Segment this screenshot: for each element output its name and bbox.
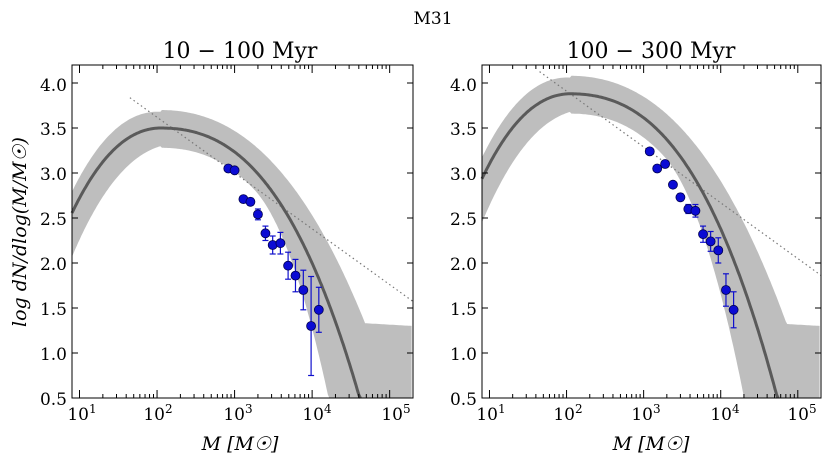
data-point (283, 260, 294, 271)
data-point (675, 192, 686, 203)
model-curve (70, 126, 362, 399)
xtick-label: 101 (67, 402, 96, 425)
data-point (290, 270, 301, 281)
data-point (260, 228, 271, 239)
ytick-label: 1.5 (450, 300, 477, 320)
data-point (668, 179, 678, 190)
ytick-label: 4.0 (40, 76, 67, 96)
xtick-label: 103 (631, 402, 660, 425)
panel-right: 0.5 1.0 1.5 2.0 2.5 3.0 3.5 4.0 101 102 … (450, 39, 822, 455)
ytick-label: 3.0 (450, 165, 477, 185)
data-point (713, 245, 724, 256)
xtick-label: 105 (381, 402, 410, 425)
panel-left-points (223, 163, 324, 377)
panel-right-ticks (482, 65, 822, 399)
ytick-label: 4.0 (450, 76, 477, 96)
panel-left-ylabel: log dN/dlog(M/M☉) (9, 137, 31, 327)
xtick-label: 104 (302, 402, 332, 425)
data-point (253, 209, 263, 220)
data-point (275, 238, 286, 249)
data-point (698, 229, 708, 240)
panel-right-ytick-labels: 0.5 1.0 1.5 2.0 2.5 3.0 3.5 4.0 (450, 76, 477, 410)
ytick-label: 1.0 (450, 345, 477, 365)
data-point (306, 321, 316, 331)
data-point (721, 285, 731, 295)
xtick-label: 105 (787, 402, 816, 425)
uncertainty-band (72, 110, 412, 398)
ytick-label: 3.0 (40, 165, 67, 185)
panel-left-ticks (72, 65, 414, 399)
xtick-label: 101 (476, 402, 505, 425)
panel-left-frame (71, 64, 414, 399)
ytick-label: 2.5 (40, 210, 67, 230)
ytick-label: 2.0 (450, 255, 477, 275)
ytick-label: 1.0 (40, 345, 67, 365)
data-point (313, 304, 324, 315)
ytick-label: 3.5 (40, 120, 67, 140)
panel-right-title: 100 − 300 Myr (567, 39, 736, 64)
ytick-label: 1.5 (40, 300, 67, 320)
panel-right-frame (481, 64, 822, 399)
ytick-label: 0.5 (40, 390, 67, 410)
panel-left-band (72, 110, 412, 398)
ytick-label: 2.5 (450, 210, 477, 230)
panel-left-ytick-labels: 0.5 1.0 1.5 2.0 2.5 3.0 3.5 4.0 (40, 76, 67, 410)
panel-right-points (644, 146, 739, 329)
panel-left-title: 10 − 100 Myr (163, 39, 318, 64)
panel-right-xlabel: M [M☉] (612, 433, 690, 455)
xtick-label: 102 (143, 402, 172, 425)
model-curve (480, 92, 780, 399)
figure-title: M31 (413, 9, 452, 29)
uncertainty-band (482, 75, 820, 399)
data-point (690, 205, 701, 216)
ytick-label: 0.5 (450, 390, 477, 410)
panel-left-xlabel: M [M☉] (201, 433, 279, 455)
data-point (660, 159, 671, 169)
data-point (298, 285, 309, 295)
xtick-label: 104 (710, 402, 740, 425)
panel-right-lines (480, 71, 822, 399)
xtick-label: 103 (223, 402, 252, 425)
ytick-label: 3.5 (450, 120, 477, 140)
panel-left-lines (70, 97, 414, 399)
panel-right-band (482, 75, 820, 399)
data-point (229, 165, 240, 176)
data-point (245, 196, 256, 207)
ytick-label: 2.0 (40, 255, 67, 275)
data-point (728, 304, 739, 315)
data-point (652, 163, 663, 174)
data-point (705, 236, 716, 247)
xtick-label: 102 (553, 402, 582, 425)
data-point (644, 146, 655, 157)
panel-right-xtick-labels: 101 102 103 104 105 (476, 402, 816, 425)
panel-left-xtick-labels: 101 102 103 104 105 (67, 402, 410, 425)
panel-left: 0.5 1.0 1.5 2.0 2.5 3.0 3.5 4.0 101 102 … (9, 39, 414, 455)
